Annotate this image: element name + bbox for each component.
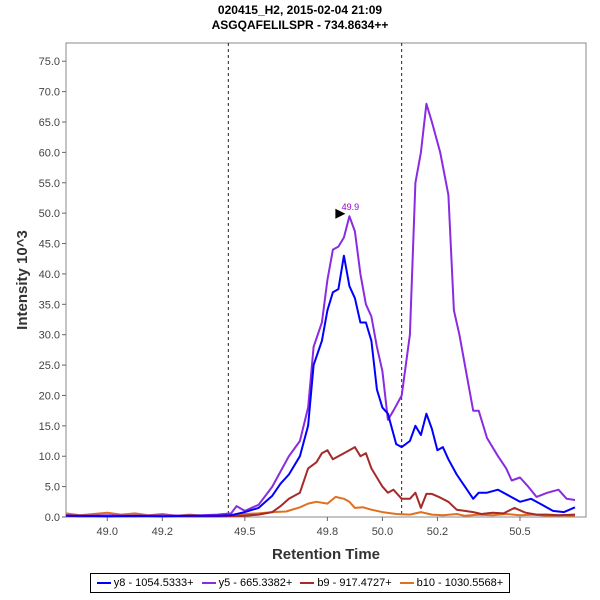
legend-item: y5 - 665.3382+ — [201, 577, 293, 589]
plot-frame — [65, 42, 587, 518]
legend-label: b9 - 917.4727+ — [317, 577, 392, 589]
legend: y8 - 1054.5333+ y5 - 665.3382+ b9 - 917.47… — [90, 573, 510, 593]
y-tick-label: 70.0 — [39, 87, 60, 99]
legend-label: y8 - 1054.5333+ — [113, 577, 194, 589]
legend-swatch — [300, 582, 315, 584]
y-tick-label: 55.0 — [39, 178, 60, 190]
y-tick-label: 25.0 — [39, 360, 60, 372]
x-tick-label: 49.2 — [152, 526, 173, 538]
legend-item: y8 - 1054.5333+ — [96, 577, 194, 589]
apex-label: 49.9 — [342, 202, 360, 212]
y-axis-title: Intensity 10^3 — [14, 230, 31, 330]
legend-swatch — [201, 582, 216, 584]
legend-swatch — [96, 582, 111, 584]
x-tick-label: 50.2 — [427, 526, 448, 538]
y-tick-label: 60.0 — [39, 147, 60, 159]
y-tick-label: 75.0 — [39, 56, 60, 68]
x-tick-label: 50.0 — [372, 526, 393, 538]
series-line — [66, 254, 576, 518]
y-tick-label: 5.0 — [45, 482, 60, 494]
x-tick-label: 50.5 — [509, 526, 530, 538]
y-tick-label: 65.0 — [39, 117, 60, 129]
y-tick-label: 15.0 — [39, 421, 60, 433]
x-tick-label: 49.8 — [317, 526, 338, 538]
legend-swatch — [399, 582, 414, 584]
y-tick-label: 35.0 — [39, 299, 60, 311]
y-tick-label: 20.0 — [39, 390, 60, 402]
x-tick-label: 49.5 — [234, 526, 255, 538]
legend-label: y5 - 665.3382+ — [218, 577, 293, 589]
y-tick-label: 0.0 — [45, 512, 60, 524]
series-line — [65, 495, 576, 517]
y-tick-label: 40.0 — [39, 269, 60, 281]
x-axis-title: Retention Time — [272, 546, 380, 563]
y-tick-label: 50.0 — [39, 208, 60, 220]
legend-label: b10 - 1030.5568+ — [416, 577, 504, 589]
chart-title: 020415_H2, 2015-02-04 21:09 — [218, 3, 382, 17]
x-tick-label: 49.0 — [97, 526, 118, 538]
series-line — [65, 446, 576, 518]
chart-subtitle: ASGQAFELILSPR - 734.8634++ — [212, 18, 389, 32]
y-tick-label: 10.0 — [39, 451, 60, 463]
y-tick-label: 30.0 — [39, 330, 60, 342]
y-tick-label: 45.0 — [39, 239, 60, 251]
legend-item: b9 - 917.4727+ — [300, 577, 392, 589]
legend-item: b10 - 1030.5568+ — [399, 577, 504, 589]
apex-marker — [335, 208, 346, 219]
series-line — [65, 102, 576, 517]
